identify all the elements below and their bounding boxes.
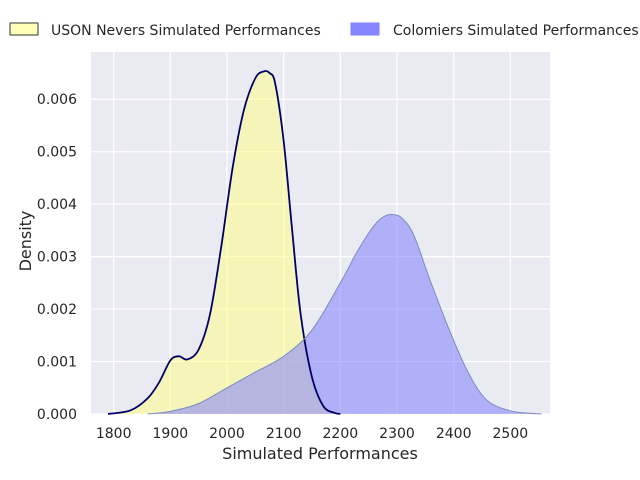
y-tick-label: 0.001 <box>37 355 77 371</box>
series-fills <box>108 70 542 414</box>
series-fill-colomiers <box>147 214 542 414</box>
y-tick-label: 0.006 <box>37 92 77 108</box>
y-tick-label: 0.000 <box>37 407 77 423</box>
x-tick-label: 2300 <box>379 426 415 442</box>
y-tick-label: 0.002 <box>37 302 77 318</box>
x-tick-label: 1800 <box>96 426 132 442</box>
x-axis-ticks: 1800 1900 2000 2100 2200 2300 2400 2500 <box>96 426 528 442</box>
series-line-uson <box>107 70 341 415</box>
y-tick-label: 0.005 <box>37 145 77 161</box>
y-tick-label: 0.003 <box>37 250 77 266</box>
legend-label-uson: USON Nevers Simulated Performances <box>51 23 321 39</box>
x-tick-label: 2100 <box>266 426 302 442</box>
x-tick-label: 2200 <box>323 426 359 442</box>
legend-label-colomiers: Colomiers Simulated Performances <box>393 23 639 39</box>
x-axis-label: Simulated Performances <box>222 444 418 463</box>
legend-swatch-colomiers <box>350 22 380 36</box>
y-axis-label: Density <box>16 211 35 272</box>
series-fill-uson <box>108 70 341 414</box>
x-tick-label: 2400 <box>436 426 472 442</box>
legend-swatch-uson <box>9 22 39 36</box>
series-line-colomiers <box>147 213 542 415</box>
series-lines <box>107 70 542 415</box>
y-tick-label: 0.004 <box>37 197 77 213</box>
x-tick-label: 2500 <box>493 426 529 442</box>
x-tick-label: 1900 <box>153 426 189 442</box>
y-axis-ticks: 0.000 0.001 0.002 0.003 0.004 0.005 0.006 <box>37 92 77 423</box>
legend: USON Nevers Simulated Performances Colom… <box>9 22 639 39</box>
x-tick-label: 2000 <box>209 426 245 442</box>
